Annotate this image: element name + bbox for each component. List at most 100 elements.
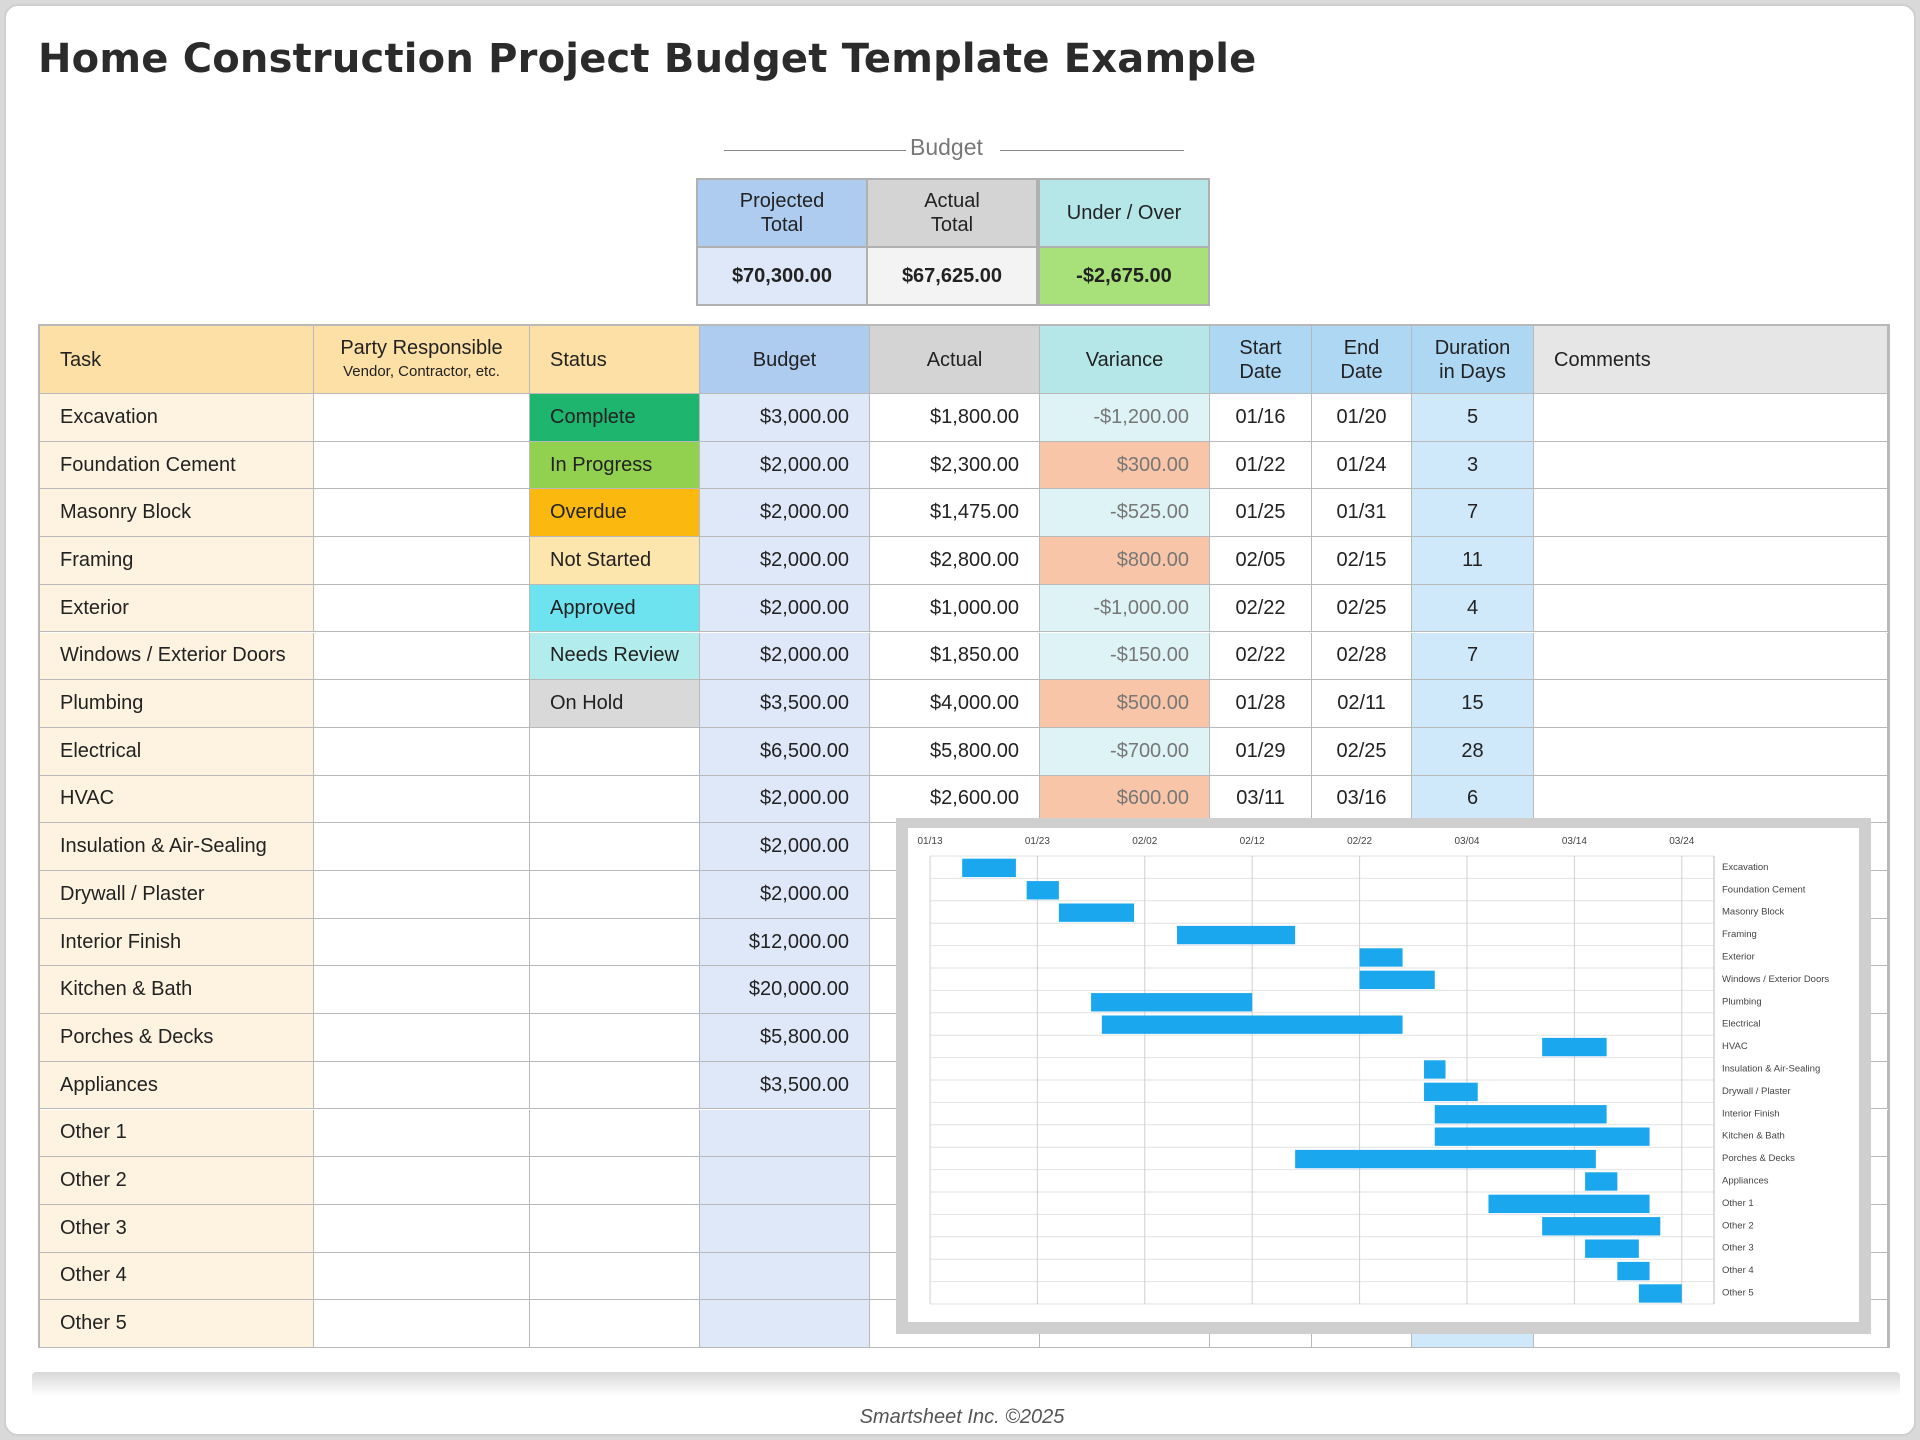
cell-start[interactable]: 01/29 (1210, 727, 1312, 776)
cell-end[interactable]: 03/16 (1312, 775, 1412, 824)
cell-actual[interactable]: $2,800.00 (870, 537, 1040, 585)
cell-comments[interactable] (1534, 584, 1888, 633)
cell-actual[interactable]: $1,800.00 (870, 394, 1040, 442)
cell-task[interactable]: Plumbing (40, 680, 314, 728)
cell-duration[interactable]: 28 (1412, 727, 1534, 776)
cell-budget[interactable]: $20,000.00 (700, 966, 870, 1015)
cell-party[interactable] (314, 1157, 530, 1205)
cell-task[interactable]: Windows / Exterior Doors (40, 632, 314, 681)
cell-end[interactable]: 02/15 (1312, 537, 1412, 585)
cell-budget[interactable]: $2,000.00 (700, 489, 870, 538)
cell-status[interactable]: Overdue (530, 489, 700, 538)
cell-status[interactable]: Complete (530, 394, 700, 442)
cell-status[interactable] (530, 823, 700, 871)
cell-comments[interactable] (1534, 537, 1888, 585)
cell-budget[interactable] (700, 1300, 870, 1348)
cell-actual[interactable]: $5,800.00 (870, 727, 1040, 776)
cell-task[interactable]: Electrical (40, 727, 314, 776)
cell-status[interactable] (530, 871, 700, 919)
cell-end[interactable]: 01/20 (1312, 394, 1412, 442)
cell-budget[interactable]: $12,000.00 (700, 918, 870, 967)
cell-task[interactable]: Other 5 (40, 1300, 314, 1348)
cell-budget[interactable] (700, 1157, 870, 1205)
cell-status[interactable]: Approved (530, 584, 700, 633)
cell-budget[interactable] (700, 1204, 870, 1253)
cell-variance[interactable]: -$1,000.00 (1040, 584, 1210, 633)
cell-actual[interactable]: $4,000.00 (870, 680, 1040, 728)
cell-start[interactable]: 01/16 (1210, 394, 1312, 442)
cell-party[interactable] (314, 775, 530, 824)
cell-budget[interactable]: $2,000.00 (700, 632, 870, 681)
cell-budget[interactable]: $2,000.00 (700, 441, 870, 490)
cell-party[interactable] (314, 394, 530, 442)
cell-start[interactable]: 01/28 (1210, 680, 1312, 728)
cell-party[interactable] (314, 489, 530, 538)
cell-party[interactable] (314, 727, 530, 776)
cell-comments[interactable] (1534, 727, 1888, 776)
cell-variance[interactable]: $500.00 (1040, 680, 1210, 728)
cell-party[interactable] (314, 441, 530, 490)
cell-party[interactable] (314, 1204, 530, 1253)
cell-duration[interactable]: 15 (1412, 680, 1534, 728)
cell-end[interactable]: 01/24 (1312, 441, 1412, 490)
cell-budget[interactable]: $2,000.00 (700, 775, 870, 824)
cell-duration[interactable]: 7 (1412, 632, 1534, 681)
cell-variance[interactable]: $600.00 (1040, 775, 1210, 824)
cell-start[interactable]: 02/05 (1210, 537, 1312, 585)
cell-start[interactable]: 01/25 (1210, 489, 1312, 538)
cell-duration[interactable]: 4 (1412, 584, 1534, 633)
cell-end[interactable]: 02/28 (1312, 632, 1412, 681)
cell-start[interactable]: 01/22 (1210, 441, 1312, 490)
cell-party[interactable] (314, 584, 530, 633)
cell-status[interactable] (530, 918, 700, 967)
cell-status[interactable] (530, 1109, 700, 1158)
cell-variance[interactable]: $300.00 (1040, 441, 1210, 490)
cell-duration[interactable]: 3 (1412, 441, 1534, 490)
cell-status[interactable]: Needs Review (530, 632, 700, 681)
cell-variance[interactable]: -$150.00 (1040, 632, 1210, 681)
cell-party[interactable] (314, 537, 530, 585)
cell-status[interactable] (530, 775, 700, 824)
cell-actual[interactable]: $1,000.00 (870, 584, 1040, 633)
cell-party[interactable] (314, 632, 530, 681)
cell-task[interactable]: Other 3 (40, 1204, 314, 1253)
cell-party[interactable] (314, 1252, 530, 1301)
cell-party[interactable] (314, 680, 530, 728)
cell-status[interactable]: On Hold (530, 680, 700, 728)
cell-comments[interactable] (1534, 632, 1888, 681)
cell-actual[interactable]: $1,850.00 (870, 632, 1040, 681)
cell-task[interactable]: Kitchen & Bath (40, 966, 314, 1015)
cell-status[interactable] (530, 1300, 700, 1348)
cell-party[interactable] (314, 823, 530, 871)
cell-start[interactable]: 02/22 (1210, 584, 1312, 633)
cell-task[interactable]: Interior Finish (40, 918, 314, 967)
cell-start[interactable]: 02/22 (1210, 632, 1312, 681)
cell-party[interactable] (314, 1300, 530, 1348)
cell-status[interactable] (530, 1252, 700, 1301)
cell-task[interactable]: HVAC (40, 775, 314, 824)
cell-budget[interactable]: $3,500.00 (700, 1061, 870, 1110)
cell-comments[interactable] (1534, 489, 1888, 538)
cell-task[interactable]: Drywall / Plaster (40, 871, 314, 919)
cell-comments[interactable] (1534, 394, 1888, 442)
cell-status[interactable] (530, 1204, 700, 1253)
cell-variance[interactable]: -$700.00 (1040, 727, 1210, 776)
cell-task[interactable]: Other 1 (40, 1109, 314, 1158)
cell-party[interactable] (314, 966, 530, 1015)
cell-budget[interactable]: $2,000.00 (700, 823, 870, 871)
cell-status[interactable] (530, 1157, 700, 1205)
cell-task[interactable]: Other 2 (40, 1157, 314, 1205)
cell-duration[interactable]: 7 (1412, 489, 1534, 538)
cell-budget[interactable]: $5,800.00 (700, 1014, 870, 1062)
cell-end[interactable]: 02/11 (1312, 680, 1412, 728)
cell-budget[interactable]: $2,000.00 (700, 584, 870, 633)
cell-actual[interactable]: $2,600.00 (870, 775, 1040, 824)
cell-budget[interactable]: $2,000.00 (700, 871, 870, 919)
cell-start[interactable]: 03/11 (1210, 775, 1312, 824)
cell-party[interactable] (314, 1109, 530, 1158)
cell-variance[interactable]: $800.00 (1040, 537, 1210, 585)
cell-duration[interactable]: 6 (1412, 775, 1534, 824)
cell-status[interactable]: In Progress (530, 441, 700, 490)
cell-budget[interactable]: $6,500.00 (700, 727, 870, 776)
cell-task[interactable]: Insulation & Air-Sealing (40, 823, 314, 871)
